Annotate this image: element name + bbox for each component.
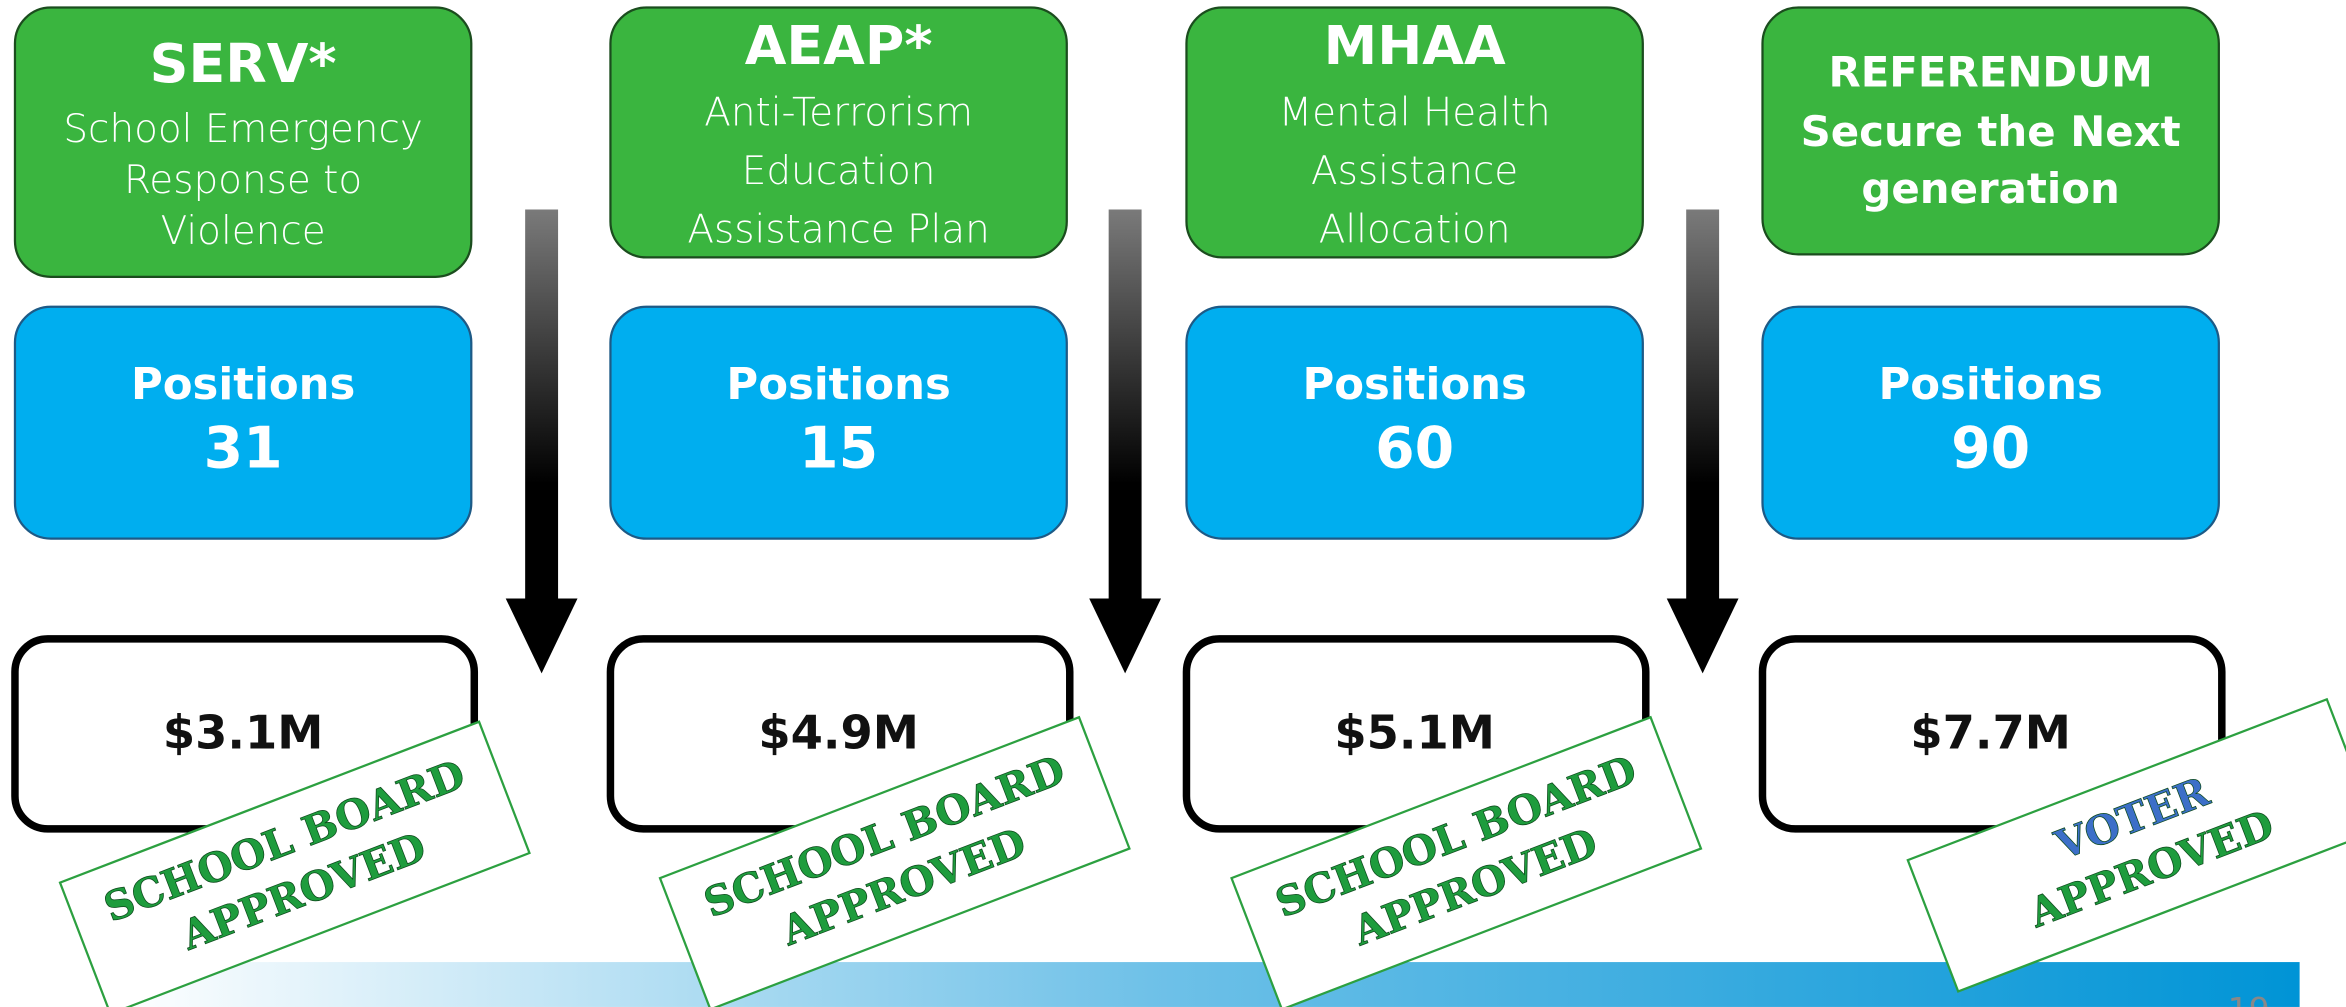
amount: $7.7M: [1910, 706, 2071, 760]
positions-label: Positions: [131, 360, 355, 410]
program-title: AEAP*: [745, 14, 933, 77]
positions-box: [1761, 305, 2220, 540]
program-subtitle: Anti-Terrorism: [704, 91, 973, 136]
program-subtitle: generation: [1861, 164, 2119, 213]
positions-label: Positions: [1302, 360, 1526, 410]
positions-box: [1185, 305, 1644, 540]
program-box: [13, 6, 473, 278]
positions-label: Positions: [1878, 360, 2102, 410]
stamp-frame: [58, 720, 531, 1007]
amount: $5.1M: [1334, 706, 1495, 760]
amount: $4.9M: [758, 706, 919, 760]
program-title: SERV*: [150, 32, 337, 95]
positions-box: [13, 305, 473, 540]
positions-label: Positions: [726, 360, 950, 410]
page-number: 19: [2228, 990, 2270, 1007]
program-subtitle: Assistance: [1311, 149, 1518, 194]
positions-count: 90: [1951, 416, 2030, 482]
stamp-frame: [658, 715, 1131, 1007]
footer-bar: [0, 962, 2300, 1007]
program-title: MHAA: [1324, 14, 1506, 77]
positions-count: 60: [1375, 416, 1454, 482]
amount: $3.1M: [163, 706, 324, 760]
program-subtitle: Education: [742, 149, 936, 194]
program-subtitle: Violence: [161, 209, 326, 254]
program-subtitle: Assistance Plan: [687, 207, 989, 252]
stamp-frame: [1230, 715, 1703, 1007]
program-subtitle: Mental Health: [1279, 91, 1551, 136]
program-box: [1761, 6, 2220, 256]
arrow: [505, 209, 578, 674]
program-box: [609, 6, 1068, 259]
program-subtitle: Response to: [124, 158, 362, 203]
program-subtitle: Allocation: [1319, 207, 1511, 252]
program-title: REFERENDUM: [1828, 47, 2152, 96]
program-subtitle: Secure the Next: [1801, 107, 2181, 156]
stamp-frame: [1906, 697, 2346, 993]
positions-count: 15: [799, 416, 878, 482]
program-box: [1185, 6, 1644, 259]
arrow: [1089, 209, 1162, 674]
arrow: [1666, 209, 1739, 674]
program-subtitle: School Emergency: [63, 107, 422, 152]
positions-box: [609, 305, 1068, 540]
positions-count: 31: [204, 416, 283, 482]
